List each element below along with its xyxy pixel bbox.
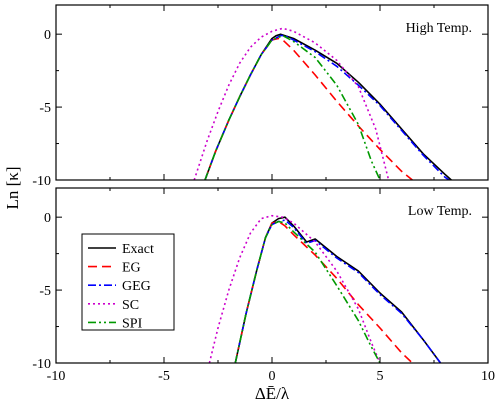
series-line-sc: [208, 214, 381, 363]
series-line-spi: [204, 34, 381, 180]
series-line-eg: [204, 37, 413, 180]
series-line-eg: [234, 220, 413, 363]
legend-box: [81, 233, 175, 331]
x-tick-label: 0: [269, 369, 276, 384]
y-tick-label: -10: [32, 357, 51, 372]
x-tick-label: 5: [377, 369, 384, 384]
panel-high-temp: 0 -5 -10 High Temp.: [32, 4, 489, 189]
legend-label-spi: SPI: [122, 316, 143, 331]
panel-title: High Temp.: [406, 21, 472, 36]
x-tick-label: -5: [158, 369, 170, 384]
legend-label-exact: Exact: [122, 242, 154, 257]
x-tick-label: -10: [47, 369, 66, 384]
series-line-spi: [234, 220, 381, 363]
y-tick-label: -5: [39, 101, 51, 116]
y-tick-label: -10: [32, 174, 51, 189]
series-line-exact: [204, 33, 452, 180]
y-axis-label: Ln [κ]: [3, 166, 22, 209]
legend-label-sc: SC: [122, 298, 139, 313]
legend-label-eg: EG: [122, 261, 141, 276]
x-axis-label: ΔĒ/λ: [255, 384, 290, 403]
legend-label-geg: GEG: [122, 279, 151, 294]
series-line-sc: [193, 27, 390, 180]
y-tick-label: 0: [44, 211, 51, 226]
series-line-exact: [234, 216, 442, 363]
legend: Exact EG GEG SC SPI: [81, 233, 175, 331]
y-tick-label: -5: [39, 284, 51, 299]
series-group: [208, 214, 442, 363]
panel-title: Low Temp.: [408, 204, 472, 219]
panel-low-temp: 0 -5 -10-10 -5 0 5 10 Low Temp.: [32, 187, 495, 384]
x-tick-label: 10: [481, 369, 495, 384]
y-tick-label: 0: [44, 28, 51, 43]
series-line-geg: [234, 219, 442, 363]
series-group: [193, 27, 452, 180]
